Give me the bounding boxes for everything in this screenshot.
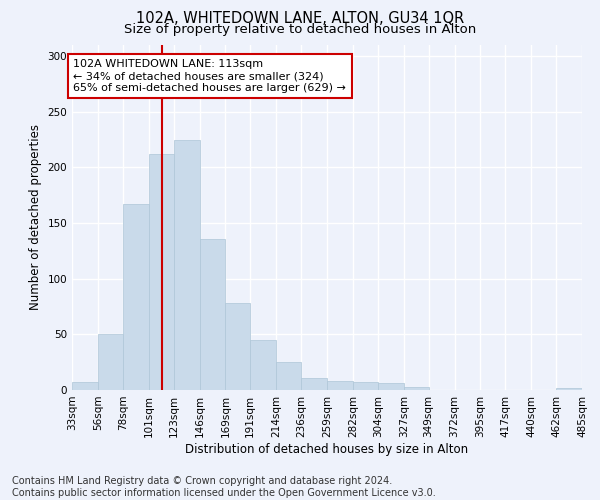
Bar [404, 386, 428, 390]
Bar [556, 388, 582, 390]
Bar [226, 303, 250, 390]
Bar [353, 382, 378, 390]
Text: 102A, WHITEDOWN LANE, ALTON, GU34 1QR: 102A, WHITEDOWN LANE, ALTON, GU34 1QR [136, 11, 464, 26]
Text: Contains HM Land Registry data © Crown copyright and database right 2024.
Contai: Contains HM Land Registry data © Crown c… [12, 476, 436, 498]
Text: 102A WHITEDOWN LANE: 113sqm
← 34% of detached houses are smaller (324)
65% of se: 102A WHITEDOWN LANE: 113sqm ← 34% of det… [73, 60, 346, 92]
Bar [123, 204, 149, 390]
Bar [327, 381, 353, 390]
Bar [149, 154, 173, 390]
Bar [173, 140, 199, 390]
Y-axis label: Number of detached properties: Number of detached properties [29, 124, 42, 310]
X-axis label: Distribution of detached houses by size in Alton: Distribution of detached houses by size … [185, 442, 469, 456]
Bar [276, 362, 301, 390]
Bar [98, 334, 123, 390]
Text: Size of property relative to detached houses in Alton: Size of property relative to detached ho… [124, 22, 476, 36]
Bar [72, 382, 98, 390]
Bar [250, 340, 276, 390]
Bar [378, 384, 404, 390]
Bar [301, 378, 327, 390]
Bar [200, 238, 226, 390]
